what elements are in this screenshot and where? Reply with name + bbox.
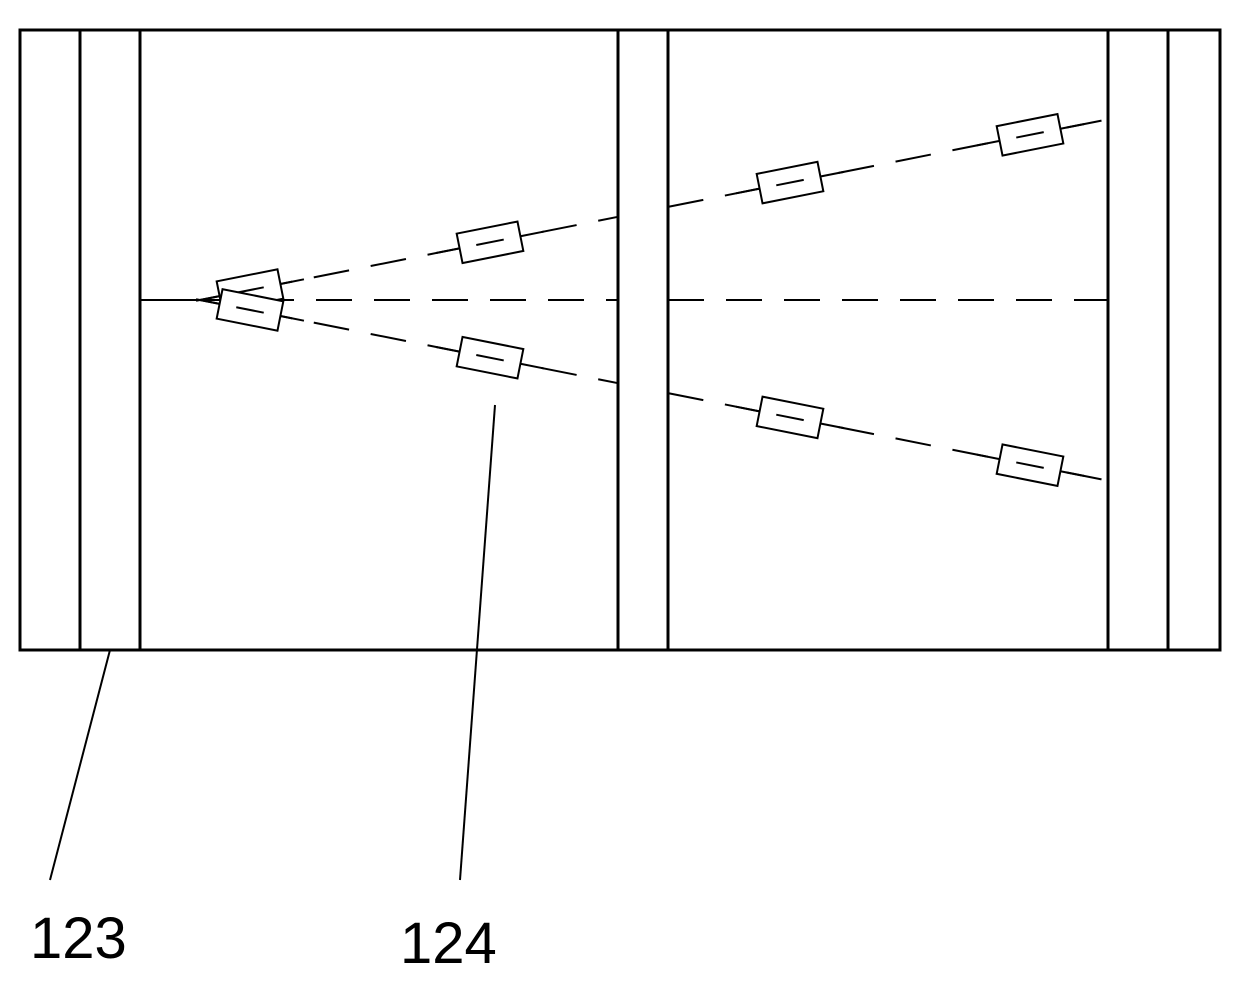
label-124: 124: [400, 910, 497, 977]
sensor-lower-2: [733, 392, 847, 443]
sensor-upper-1: [433, 217, 547, 268]
sensor-lower-3: [973, 440, 1087, 491]
callout-line-124: [460, 405, 495, 880]
label-123: 123: [30, 905, 127, 972]
callout-line-123: [50, 650, 110, 880]
sensor-upper-2: [733, 157, 847, 208]
sensor-upper-3: [973, 109, 1087, 160]
sensor-lower-1: [433, 332, 547, 383]
